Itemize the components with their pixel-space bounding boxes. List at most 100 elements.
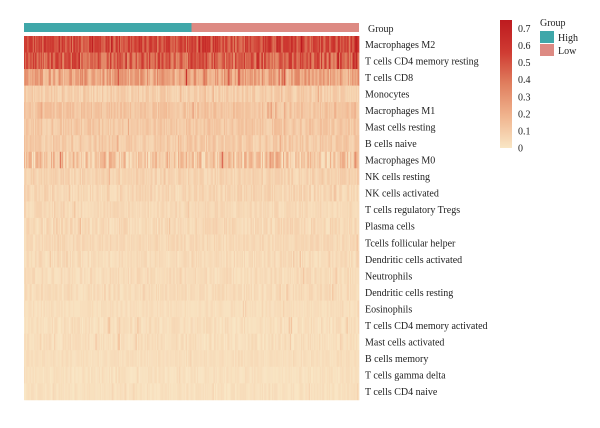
heatmap-cell bbox=[88, 284, 91, 301]
heatmap-cell bbox=[247, 168, 249, 186]
heatmap-cell bbox=[125, 151, 128, 169]
heatmap-cell bbox=[348, 251, 351, 268]
heatmap-cell bbox=[214, 234, 217, 252]
heatmap-cell bbox=[292, 36, 294, 53]
heatmap-cell bbox=[40, 102, 43, 120]
heatmap-cell bbox=[96, 267, 99, 285]
heatmap-cell bbox=[134, 151, 137, 169]
heatmap-cell bbox=[222, 267, 225, 285]
heatmap-cell bbox=[98, 52, 101, 70]
heatmap-cell bbox=[238, 284, 240, 301]
heatmap-cell bbox=[98, 201, 101, 219]
heatmap-cell bbox=[166, 135, 169, 153]
heatmap-cell bbox=[204, 118, 207, 136]
heatmap-cell bbox=[41, 135, 44, 153]
heatmap-cell bbox=[227, 251, 229, 268]
heatmap-cell bbox=[229, 36, 231, 53]
heatmap-cell bbox=[38, 300, 40, 318]
heatmap-cell bbox=[149, 168, 151, 186]
heatmap-cell bbox=[88, 267, 91, 285]
heatmap-cell bbox=[318, 85, 321, 103]
heatmap-cell bbox=[248, 217, 250, 235]
heatmap-cell bbox=[275, 217, 277, 235]
heatmap-cell bbox=[50, 118, 53, 136]
heatmap-cell bbox=[134, 234, 137, 252]
heatmap-cell bbox=[293, 151, 295, 169]
heatmap-cell bbox=[202, 52, 205, 70]
heatmap-cell bbox=[116, 284, 119, 301]
heatmap-cell bbox=[174, 36, 177, 53]
heatmap-cell bbox=[303, 85, 305, 103]
heatmap-cell bbox=[347, 102, 350, 120]
heatmap-cell bbox=[276, 85, 278, 103]
heatmap-cell bbox=[331, 251, 333, 268]
heatmap-cell bbox=[132, 251, 134, 268]
heatmap-cell bbox=[161, 251, 163, 268]
heatmap-cell bbox=[91, 36, 93, 53]
heatmap-cell bbox=[55, 168, 57, 186]
heatmap-cell bbox=[44, 217, 46, 235]
heatmap-cell bbox=[317, 151, 320, 169]
heatmap-cell bbox=[174, 201, 177, 219]
heatmap-cell bbox=[310, 36, 313, 53]
heatmap-cell bbox=[334, 102, 336, 120]
heatmap-cell bbox=[79, 184, 82, 202]
heatmap-cell bbox=[91, 52, 93, 70]
heatmap-cell bbox=[192, 300, 195, 318]
heatmap-cell bbox=[181, 135, 183, 153]
heatmap-cell bbox=[341, 217, 343, 235]
heatmap-cell bbox=[250, 251, 253, 268]
heatmap-cell bbox=[141, 102, 143, 120]
heatmap-cell bbox=[336, 85, 339, 103]
heatmap-cell bbox=[239, 52, 241, 70]
heatmap-cell bbox=[356, 267, 359, 285]
heatmap-cell bbox=[160, 300, 162, 318]
heatmap-cell bbox=[223, 36, 226, 53]
heatmap-cell bbox=[220, 168, 222, 186]
heatmap-cell bbox=[103, 85, 105, 103]
heatmap-cell bbox=[303, 234, 305, 252]
heatmap-cell bbox=[158, 168, 160, 186]
heatmap-cell bbox=[114, 284, 116, 301]
heatmap-cell bbox=[262, 251, 265, 268]
heatmap-cell bbox=[192, 52, 195, 70]
heatmap-cell bbox=[153, 267, 155, 285]
heatmap-cell bbox=[335, 267, 338, 285]
heatmap-cell bbox=[300, 69, 303, 86]
heatmap-cell bbox=[74, 201, 76, 219]
heatmap-cell bbox=[159, 234, 161, 252]
heatmap-cell bbox=[166, 201, 169, 219]
heatmap-cell bbox=[195, 184, 198, 202]
heatmap-cell bbox=[197, 168, 199, 186]
heatmap-cell bbox=[287, 36, 289, 53]
heatmap-cell bbox=[343, 36, 345, 53]
heatmap-cell bbox=[354, 118, 356, 136]
heatmap-cell bbox=[308, 201, 311, 219]
heatmap-cell bbox=[155, 184, 158, 202]
heatmap-cell bbox=[158, 85, 160, 103]
heatmap-cell bbox=[136, 201, 139, 219]
heatmap-cell bbox=[199, 184, 201, 202]
heatmap-cell bbox=[128, 284, 131, 301]
heatmap-cell bbox=[34, 201, 36, 219]
heatmap-cell bbox=[48, 201, 51, 219]
heatmap-cell bbox=[193, 267, 196, 285]
heatmap-cell bbox=[221, 168, 224, 186]
heatmap-cell bbox=[80, 151, 83, 169]
heatmap-cell bbox=[318, 284, 321, 301]
heatmap-cell bbox=[331, 184, 333, 202]
heatmap-cell bbox=[189, 234, 191, 252]
heatmap-cell bbox=[321, 217, 323, 235]
heatmap-cell bbox=[242, 217, 245, 235]
heatmap-cell bbox=[184, 118, 187, 136]
heatmap-cell bbox=[122, 69, 124, 86]
heatmap-cell bbox=[124, 102, 126, 120]
heatmap-cell bbox=[134, 36, 137, 53]
heatmap-cell bbox=[48, 102, 51, 120]
heatmap-cell bbox=[299, 151, 302, 169]
heatmap-cell bbox=[158, 52, 160, 70]
heatmap-cell bbox=[76, 69, 78, 86]
heatmap-cell bbox=[57, 300, 59, 318]
heatmap-cell bbox=[288, 284, 291, 301]
heatmap-cell bbox=[111, 284, 113, 301]
